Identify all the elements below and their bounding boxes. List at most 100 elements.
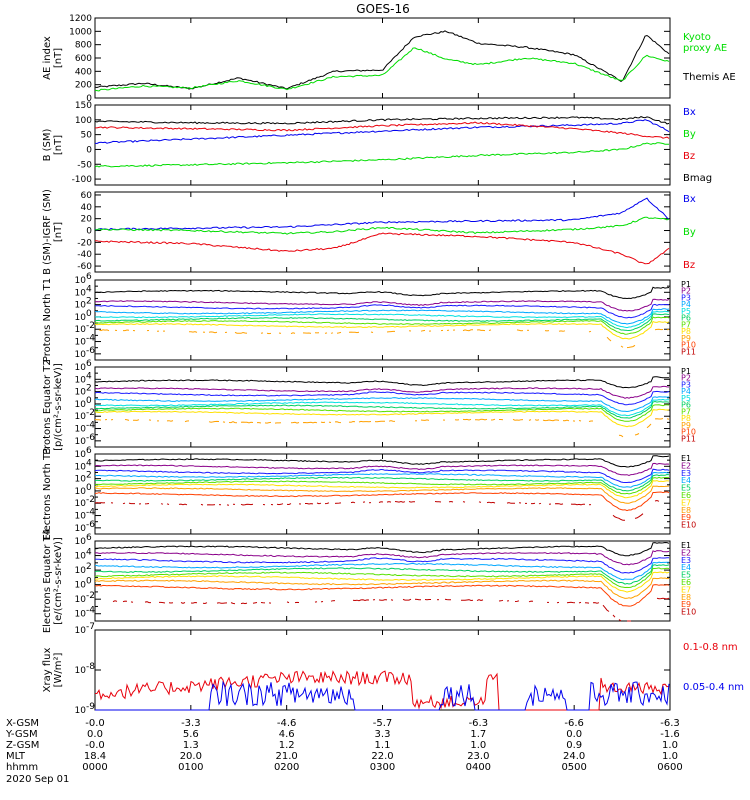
footer-cell: 1.0 [470, 740, 486, 751]
panel-6-ytick-label: 10 [75, 450, 87, 460]
panel-6-channel-10 [612, 514, 626, 521]
panel-4-legend-item: P4 [681, 300, 691, 309]
panel-7-channel-10 [240, 602, 248, 605]
panel-7-legend-item: E9 [681, 600, 691, 609]
panel-4-channel-6 [94, 313, 670, 332]
panel-6-ytick-exp: 2 [86, 471, 92, 481]
panel-2-ytick-label: -50 [77, 160, 92, 170]
footer-label-mlt: MLT [6, 751, 26, 762]
panel-3-series-by [94, 216, 670, 235]
panel-6-ytick-exp: -4 [86, 508, 95, 518]
panel-5-legend-item: P9 [681, 421, 691, 430]
panel-5-ytick-exp: 4 [86, 371, 92, 381]
panel-2-series-bx [94, 119, 670, 145]
panel-7-channel-10 [230, 602, 236, 605]
panel-6-channel-10 [240, 503, 254, 506]
panel-5-channel-2 [94, 385, 670, 399]
panel-7-ytick-label: 10 [75, 552, 87, 562]
panel-5-channel-9 [302, 421, 318, 424]
panel-7-channel-6 [94, 567, 670, 589]
panel-5-channel-9 [534, 419, 540, 421]
footer-cell: 24.0 [563, 751, 585, 762]
panel-5-ytick-exp: -2 [86, 408, 95, 418]
panel-7-legend-item: E4 [681, 563, 691, 572]
panel-7-ylabel: Electrons Equator T4 [42, 529, 53, 633]
panel-6-channel-4 [94, 471, 669, 488]
panel-5-channel-9 [348, 420, 356, 423]
panel-6-legend-item: E10 [681, 521, 696, 530]
panel-7-channel-1 [94, 541, 670, 557]
footer-cell: 0400 [466, 762, 491, 773]
panel-5-channel-9 [228, 421, 238, 424]
panel-4-legend-item: P3 [681, 293, 691, 302]
panel-4-channel-9 [420, 329, 426, 332]
panel-6-channel-10 [128, 502, 135, 505]
panel-3-series-bx [94, 197, 670, 231]
panel-6-channel-8 [94, 485, 670, 504]
panel-4-ytick-label: 10 [75, 288, 87, 298]
panel-8-ytick-exp: -9 [86, 702, 95, 712]
panel-5-channel-7 [94, 404, 670, 422]
panel-6-channel-10 [178, 503, 188, 506]
footer-cell: -4.6 [277, 718, 297, 729]
panel-4-legend-item: P8 [681, 327, 691, 336]
panel-5-channel-9 [562, 419, 570, 422]
panel-1-ytick-label: 400 [75, 67, 92, 77]
panel-2-ytick-label: 150 [75, 101, 92, 111]
panel-5-channel-5 [94, 398, 669, 417]
panel-1-ytick-label: 0 [86, 94, 92, 104]
panel-6-legend-item: E1 [681, 454, 691, 463]
panel-5-channel-1 [94, 376, 670, 389]
panel-4-ytick-exp: 0 [86, 309, 92, 319]
panel-1-ytick-label: 600 [75, 54, 92, 64]
panel-1-series-themis-ae [94, 30, 670, 90]
panel-4-ytick-label: 10 [75, 338, 87, 348]
panel-8-ytick-label: 10 [75, 626, 87, 636]
panel-6-ytick-label: 10 [75, 475, 87, 485]
panel-4-legend-item: P5 [681, 307, 691, 316]
panel-8-legend-item: 0.05-0.4 nm [683, 682, 744, 693]
panel-8-ytick-label: 10 [75, 706, 87, 716]
panel-5-legend-item: P8 [681, 414, 691, 423]
chart-panels: AE index [nT]020040060080010001200Kyotopr… [42, 14, 744, 716]
panel-1-frame [94, 17, 671, 99]
footer-cell: 0200 [274, 762, 299, 773]
panel-7-ytick-exp: 6 [86, 533, 92, 543]
footer-date: 2020 Sep 01 [6, 774, 69, 785]
panel-4-channel-9 [606, 336, 612, 342]
panel-6-channel-10 [394, 500, 406, 503]
panel-1-ylabel: AE index [42, 36, 53, 80]
footer-cell: -3.3 [181, 718, 201, 729]
footer-cell: 20.0 [180, 751, 202, 762]
panel-6-channel-10 [324, 502, 330, 505]
panel-6-legend-item: E7 [681, 498, 691, 507]
panel-5-channel-9 [166, 420, 174, 422]
panel-4-legend-item: P7 [681, 320, 691, 329]
panel-5-ytick-label: 10 [75, 375, 87, 385]
panel-2-ytick-label: 100 [75, 116, 92, 126]
panel-6-channel-10 [276, 503, 284, 506]
footer-cell: 0000 [82, 762, 107, 773]
footer-cell: 0600 [657, 762, 682, 773]
panel-1-legend-item: proxy AE [683, 43, 727, 54]
panel-4-channel-9 [330, 332, 334, 334]
panel-4-channel-9 [123, 329, 130, 332]
panel-5-legend-item: P7 [681, 407, 691, 416]
panel-1-legend-item: Themis AE [682, 72, 736, 83]
panel-7-channel-10 [352, 599, 370, 602]
panel-7-channel-10 [612, 614, 616, 618]
panel-5-legend-item: P11 [681, 434, 696, 443]
panel-7-channel-10 [122, 600, 128, 603]
panel-8-ylabel-unit: [W/m²] [53, 652, 64, 687]
panel-4-channel-9 [336, 331, 342, 334]
panel-4-ylabel: Protons North T1 [42, 278, 53, 362]
footer-cell: 0100 [178, 762, 203, 773]
panel-6-ytick-label: 10 [75, 462, 87, 472]
panel-5-ytick-exp: -4 [86, 421, 95, 431]
panel-4-legend-item: P1 [681, 280, 691, 289]
footer-cell: 22.0 [371, 751, 393, 762]
panel-7-channel-10 [578, 601, 582, 604]
panel-3-ytick-label: 60 [81, 191, 93, 201]
panel-6-channel-10 [200, 503, 204, 506]
panel-5-channel-9 [588, 420, 593, 422]
